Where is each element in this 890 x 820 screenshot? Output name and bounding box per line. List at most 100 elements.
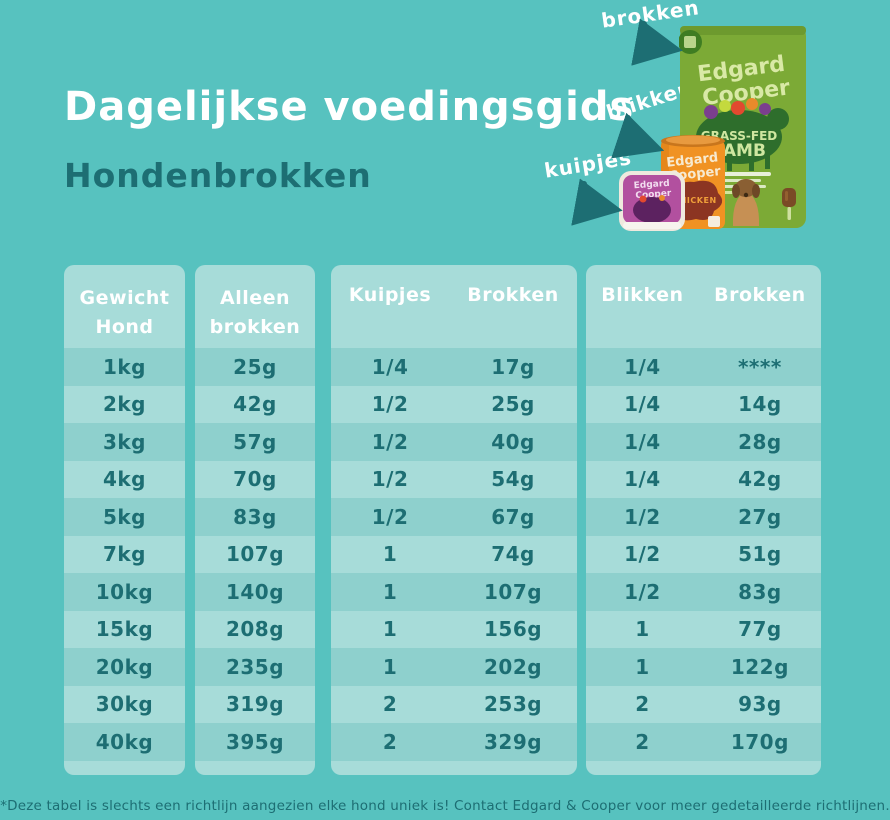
- table-cell-kuipjes_brokken: 40g: [491, 429, 535, 454]
- page-subtitle: Hondenbrokken: [64, 156, 372, 195]
- table-cell-kuipjes: 1: [382, 579, 398, 604]
- table-cell-weight: 30kg: [95, 692, 154, 717]
- table-cell-blikken: 2: [635, 692, 650, 717]
- tub-dog-graphic: [633, 197, 671, 223]
- table-row: 1/2 27g: [586, 498, 821, 536]
- table-panel-kibble-only: Alleen brokken 25g 42g 57g 70g 83g 107g 140g 20…: [195, 265, 315, 775]
- table-cell-blikken: 1/4: [624, 354, 661, 379]
- table-cell-blikken_brokken: 122g: [730, 654, 789, 679]
- table-cell-weight: 5kg: [102, 504, 147, 529]
- table-row: 2 93g: [586, 686, 821, 724]
- table-row: 1/2 25g: [331, 386, 577, 424]
- table-row: 395g: [195, 723, 315, 761]
- table-cell-weight: 1kg: [102, 354, 147, 379]
- table-cell-kuipjes_brokken: 329g: [483, 729, 543, 754]
- svg-text:Edgard: Edgard: [666, 150, 719, 170]
- table-cell-kuipjes_brokken: 54g: [491, 467, 535, 492]
- bag-arrow-icon: [631, 18, 683, 66]
- table-cell-alleen: 235g: [225, 654, 285, 679]
- header-text: Brokken: [467, 284, 559, 306]
- table-cell-blikken: 1: [635, 654, 650, 679]
- table-row: 1/2 83g: [586, 573, 821, 611]
- table-cell-kuipjes: 1/2: [371, 504, 409, 529]
- table-cell-blikken_brokken: 83g: [738, 579, 782, 604]
- table-cell-blikken: 1/4: [624, 467, 661, 492]
- table-cell-alleen: 25g: [233, 354, 277, 379]
- table-cell-weight: 20kg: [95, 654, 154, 679]
- table-cell-weight: 3kg: [102, 429, 147, 454]
- table-row: 140g: [195, 573, 315, 611]
- table-row: 10kg: [64, 573, 185, 611]
- table-cell-blikken_brokken: 93g: [738, 692, 782, 717]
- table-cell-kuipjes_brokken: 156g: [483, 617, 543, 642]
- table-row: 1kg: [64, 348, 185, 386]
- table-cell-alleen: 70g: [233, 467, 277, 492]
- table-row: 15kg: [64, 611, 185, 649]
- svg-text:Edgard: Edgard: [633, 179, 670, 191]
- table-cell-weight: 2kg: [102, 392, 147, 417]
- disclaimer-footnote: *Deze tabel is slechts een richtlijn aan…: [0, 798, 890, 814]
- table-row: 107g: [195, 536, 315, 574]
- table-row: 1/2 67g: [331, 498, 577, 536]
- table-cell-kuipjes_brokken: 74g: [491, 542, 535, 567]
- table-cell-kuipjes_brokken: 17g: [491, 354, 535, 379]
- table-cell-kuipjes_brokken: 107g: [483, 579, 543, 604]
- table-row: 208g: [195, 611, 315, 649]
- header-text: Gewicht: [79, 287, 170, 309]
- bag-flavour-text: LAMB: [712, 141, 766, 161]
- table-panel-cans-and-kibble: Blikken Brokken 1/4 **** 1/4 14g 1/4 28g 1/4 42…: [586, 265, 821, 775]
- table-row: 1/2 51g: [586, 536, 821, 574]
- can-flavour-text: CHICKEN: [673, 196, 716, 205]
- column-header-kibble-only: Alleen brokken: [195, 265, 315, 348]
- table-row: 2 253g: [331, 686, 577, 724]
- table-row: 1 202g: [331, 648, 577, 686]
- header-text: Blikken: [601, 284, 684, 306]
- table-row: 235g: [195, 648, 315, 686]
- column-header-weight: Gewicht Hond: [64, 265, 185, 348]
- table-cell-blikken_brokken: 27g: [738, 504, 782, 529]
- table-cell-alleen: 395g: [225, 729, 285, 754]
- table-row: 30kg: [64, 686, 185, 724]
- wet-food-tub-image: Edgard Cooper: [619, 171, 685, 231]
- table-cell-blikken: 1/4: [624, 392, 661, 417]
- tub-arrow-icon: [571, 178, 623, 226]
- table-row: 1 122g: [586, 648, 821, 686]
- table-cell-kuipjes: 1: [382, 654, 398, 679]
- table-cell-alleen: 319g: [225, 692, 285, 717]
- table-row: 2 329g: [331, 723, 577, 761]
- table-cell-kuipjes: 1: [382, 542, 398, 567]
- table-row: 1 74g: [331, 536, 577, 574]
- table-cell-alleen: 42g: [233, 392, 277, 417]
- table-cell-blikken_brokken: ****: [737, 354, 782, 379]
- table-row: 1/2 40g: [331, 423, 577, 461]
- table-cell-blikken_brokken: 51g: [738, 542, 782, 567]
- table-row: 5kg: [64, 498, 185, 536]
- table-cell-kuipjes: 1/2: [371, 429, 409, 454]
- column-header-tubs-kibble: Kuipjes Brokken: [331, 265, 577, 348]
- table-cell-weight: 10kg: [95, 579, 154, 604]
- header-text: Kuipjes: [348, 284, 432, 306]
- table-row: 57g: [195, 423, 315, 461]
- table-panel-weight: Gewicht Hond 1kg 2kg 3kg 4kg 5kg 7kg 10kg 15kg 2…: [64, 265, 185, 775]
- table-cell-weight: 15kg: [95, 617, 154, 642]
- table-row: 1/4 14g: [586, 386, 821, 424]
- table-panel-tubs-and-kibble: Kuipjes Brokken 1/4 17g 1/2 25g 1/2 40g 1/2 54g…: [331, 265, 577, 775]
- table-cell-blikken_brokken: 170g: [730, 729, 789, 754]
- table-row: 1 107g: [331, 573, 577, 611]
- table-row: 3kg: [64, 423, 185, 461]
- table-cell-kuipjes: 2: [382, 692, 398, 717]
- bag-dog-illustration: [732, 179, 760, 226]
- table-cell-kuipjes_brokken: 25g: [491, 392, 535, 417]
- bag-treat-illustration: [782, 188, 796, 220]
- table-cell-blikken: 1/2: [624, 504, 661, 529]
- table-cell-weight: 7kg: [102, 542, 147, 567]
- table-cell-blikken_brokken: 42g: [738, 467, 782, 492]
- table-cell-kuipjes_brokken: 67g: [491, 504, 535, 529]
- table-row: 1/4 ****: [586, 348, 821, 386]
- page-title: Dagelijkse voedingsgids: [64, 84, 635, 130]
- table-cell-kuipjes_brokken: 253g: [483, 692, 543, 717]
- table-row: 1 77g: [586, 611, 821, 649]
- table-row: 1/4 42g: [586, 461, 821, 499]
- table-cell-alleen: 57g: [233, 429, 277, 454]
- table-cell-blikken: 1/4: [624, 429, 661, 454]
